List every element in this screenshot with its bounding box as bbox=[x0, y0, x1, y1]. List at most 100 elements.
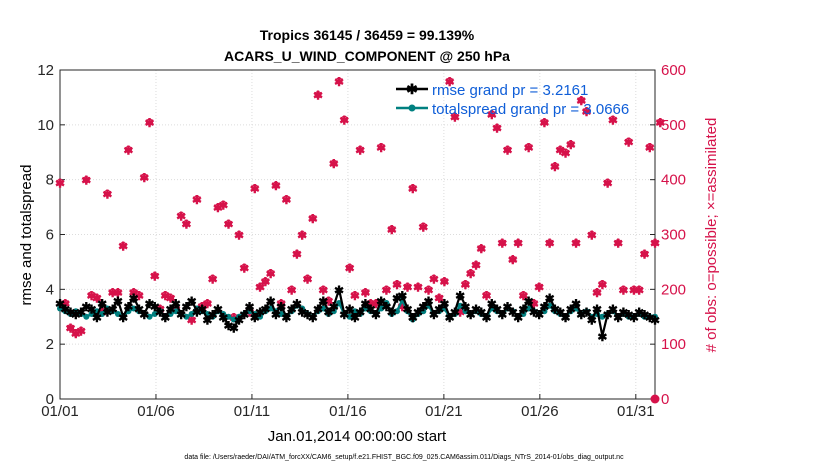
rmse-point: ✱ bbox=[139, 308, 149, 322]
obs-assimilated-point: ✱ bbox=[455, 305, 465, 319]
obs-possible-point bbox=[546, 239, 554, 247]
obs-possible-point bbox=[314, 91, 322, 99]
obs-assimilated-point: ✱ bbox=[187, 313, 197, 327]
totalspread-point bbox=[278, 311, 285, 318]
obs-possible-point bbox=[261, 277, 269, 285]
rmse-point: ✱ bbox=[487, 297, 497, 311]
obs-assimilated-point: ✱ bbox=[592, 286, 602, 300]
obs-assimilated-point: ✱ bbox=[271, 179, 281, 193]
obs-assimilated-point: ✱ bbox=[218, 198, 228, 212]
obs-possible-point bbox=[209, 274, 217, 282]
obs-assimilated-point: ✱ bbox=[123, 144, 133, 158]
totalspread-point bbox=[320, 305, 327, 312]
obs-possible-point bbox=[377, 143, 385, 151]
obs-assimilated-point: ✱ bbox=[397, 300, 407, 314]
obs-possible-point bbox=[604, 178, 612, 187]
obs-possible-point bbox=[461, 280, 470, 288]
obs-possible-point bbox=[193, 195, 201, 203]
rmse-point: ✱ bbox=[292, 297, 302, 311]
obs-assimilated-point: ✱ bbox=[481, 289, 491, 303]
x-tick-label: 01/06 bbox=[137, 403, 175, 420]
obs-assimilated-point: ✱ bbox=[350, 289, 360, 303]
rmse-point: ✱ bbox=[360, 297, 370, 311]
y-tick-label: 4 bbox=[46, 281, 54, 298]
obs-assimilated-point: ✱ bbox=[81, 174, 91, 188]
rmse-point: ✱ bbox=[576, 308, 586, 322]
obs-possible-point bbox=[414, 282, 422, 291]
obs-assimilated-point: ✱ bbox=[324, 294, 334, 308]
obs-possible-point bbox=[124, 145, 133, 154]
obs-possible-point bbox=[419, 222, 427, 230]
obs-possible-point bbox=[66, 324, 75, 332]
obs-assimilated-point: ✱ bbox=[329, 157, 339, 171]
obs-possible-point bbox=[251, 184, 259, 192]
x-axis: 01/01 01/06 01/11 01/16 01/21 01/26 01/31 bbox=[41, 394, 655, 420]
totalspread-point bbox=[393, 308, 400, 315]
rmse-point: ✱ bbox=[582, 305, 592, 319]
obs-assimilated-point: ✱ bbox=[655, 116, 665, 130]
obs-assimilated-point: ✱ bbox=[613, 237, 623, 251]
rmse-point: ✱ bbox=[524, 294, 534, 308]
obs-assimilated-point: ✱ bbox=[144, 116, 154, 130]
obs-possible-point bbox=[82, 176, 90, 184]
obs-possible-point bbox=[467, 269, 475, 277]
obs-possible-point bbox=[519, 291, 527, 299]
obs-assimilated-point: ✱ bbox=[476, 242, 486, 256]
obs-possible-point bbox=[535, 282, 543, 291]
rmse-point: ✱ bbox=[318, 294, 328, 308]
obs-assimilated-point: ✱ bbox=[408, 182, 418, 196]
totalspread-point bbox=[146, 313, 153, 320]
obs-possible-point bbox=[203, 299, 212, 307]
rmse-point: ✱ bbox=[102, 305, 112, 319]
obs-assimilated-point: ✱ bbox=[65, 322, 75, 336]
obs-possible-point bbox=[272, 181, 280, 189]
obs-possible-point bbox=[346, 263, 354, 271]
obs-assimilated-point: ✱ bbox=[497, 237, 507, 251]
rmse-point: ✱ bbox=[92, 311, 102, 325]
obs-possible-point bbox=[498, 239, 506, 247]
obs-possible-point bbox=[640, 250, 649, 258]
obs-possible-point bbox=[219, 200, 227, 208]
chart-subtitle: ACARS_U_WIND_COMPONENT @ 250 hPa bbox=[224, 48, 510, 64]
rmse-point: ✱ bbox=[350, 311, 360, 325]
rmse-point: ✱ bbox=[460, 300, 470, 314]
obs-assimilated-point: ✱ bbox=[555, 144, 565, 158]
obs-assimilated-point: ✱ bbox=[371, 297, 381, 311]
obs-assimilated-point: ✱ bbox=[524, 141, 534, 155]
rmse-point: ✱ bbox=[613, 311, 623, 325]
obs-possible-point bbox=[319, 285, 327, 293]
totalspread-point bbox=[330, 308, 337, 315]
obs-possible-point bbox=[424, 285, 433, 293]
rmse-point: ✱ bbox=[213, 303, 223, 317]
obs-assimilated-point: ✱ bbox=[587, 229, 597, 243]
obs-assimilated-point: ✱ bbox=[529, 297, 539, 311]
y2-tick-label: 200 bbox=[661, 281, 686, 298]
rmse-point: ✱ bbox=[276, 300, 286, 314]
obs-assimilated-point: ✱ bbox=[308, 212, 318, 226]
obs-assimilated-point: ✱ bbox=[76, 324, 86, 338]
obs-possible-point bbox=[561, 148, 570, 156]
rmse-point: ✱ bbox=[408, 311, 418, 325]
rmse-point: ✱ bbox=[650, 313, 660, 327]
obs-assimilated-point: ✱ bbox=[176, 209, 186, 223]
obs-assimilated-point: ✱ bbox=[92, 292, 102, 306]
obs-assimilated-point: ✱ bbox=[466, 267, 476, 281]
totalspread-point bbox=[230, 316, 237, 323]
obs-assimilated-point: ✱ bbox=[639, 248, 649, 262]
chart-title: Tropics 36145 / 36459 = 99.139% bbox=[260, 27, 475, 43]
y-tick-label: 8 bbox=[46, 172, 54, 189]
rmse-point: ✱ bbox=[223, 319, 233, 333]
rmse-point: ✱ bbox=[187, 294, 197, 308]
rmse-point: ✱ bbox=[534, 308, 544, 322]
obs-series: ✱✱✱✱✱✱✱✱✱✱✱✱✱✱✱✱✱✱✱✱✱✱✱✱✱✱✱✱✱✱✱✱✱✱✱✱✱✱✱✱… bbox=[55, 75, 665, 404]
obs-assimilated-point: ✱ bbox=[108, 286, 118, 300]
rmse-point: ✱ bbox=[166, 303, 176, 317]
rmse-point: ✱ bbox=[60, 303, 70, 317]
rmse-point: ✱ bbox=[418, 300, 428, 314]
rmse-line bbox=[59, 285, 656, 337]
obs-assimilated-point: ✱ bbox=[297, 229, 307, 243]
obs-assimilated-point: ✱ bbox=[450, 111, 460, 125]
obs-possible-point bbox=[235, 230, 243, 239]
y2-tick-label: 100 bbox=[661, 336, 686, 353]
obs-possible-point bbox=[182, 219, 190, 228]
